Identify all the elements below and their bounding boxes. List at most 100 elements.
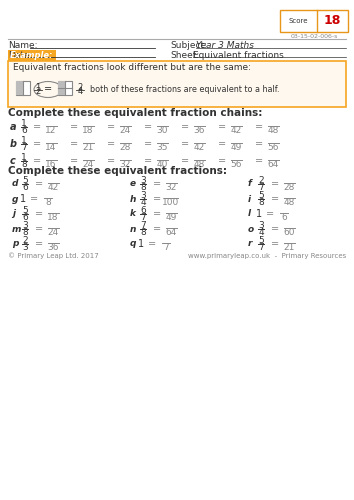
- Text: 6: 6: [22, 213, 28, 222]
- Text: 49: 49: [165, 213, 177, 222]
- Text: =: =: [181, 139, 189, 149]
- Text: =: =: [35, 209, 43, 219]
- Text: =: =: [271, 224, 279, 234]
- Text: 1: 1: [256, 209, 262, 219]
- Text: 2: 2: [22, 236, 28, 245]
- Text: h: h: [130, 194, 136, 203]
- Text: =: =: [153, 194, 161, 204]
- Text: 32: 32: [165, 183, 177, 192]
- Text: 40: 40: [156, 160, 168, 169]
- Text: 42: 42: [230, 126, 242, 135]
- Text: j: j: [12, 210, 15, 218]
- Text: 12: 12: [45, 126, 57, 135]
- Text: =: =: [107, 139, 115, 149]
- Text: 64: 64: [165, 228, 177, 237]
- Text: 100: 100: [162, 198, 179, 207]
- Text: =: =: [271, 194, 279, 204]
- Text: =: =: [144, 122, 152, 132]
- Text: 3: 3: [22, 243, 28, 252]
- Bar: [16, 81, 30, 95]
- Text: 24: 24: [119, 126, 131, 135]
- Text: 7: 7: [258, 243, 264, 252]
- Text: 7: 7: [140, 221, 146, 230]
- Text: =: =: [35, 239, 43, 249]
- Text: Sheet:: Sheet:: [170, 50, 199, 59]
- Text: 6: 6: [21, 126, 27, 135]
- Text: Name:: Name:: [8, 42, 38, 50]
- Text: =: =: [218, 156, 226, 166]
- Text: 28: 28: [283, 183, 295, 192]
- Text: =: =: [271, 239, 279, 249]
- Text: =: =: [144, 139, 152, 149]
- Text: =: =: [33, 156, 41, 166]
- Bar: [58, 81, 65, 95]
- Text: 30: 30: [156, 126, 168, 135]
- Text: =: =: [107, 122, 115, 132]
- FancyBboxPatch shape: [8, 61, 346, 107]
- Text: =: =: [271, 179, 279, 189]
- Text: 16: 16: [45, 160, 57, 169]
- Text: 5: 5: [258, 191, 264, 200]
- Text: =: =: [44, 84, 52, 94]
- Text: 7: 7: [258, 183, 264, 192]
- Text: 8: 8: [258, 198, 264, 207]
- Text: Example:: Example:: [10, 51, 54, 60]
- Text: 21: 21: [82, 143, 94, 152]
- Text: 36: 36: [193, 126, 205, 135]
- Text: 24: 24: [82, 160, 93, 169]
- Text: b: b: [10, 139, 17, 149]
- Text: 7: 7: [163, 243, 169, 252]
- Text: =: =: [144, 156, 152, 166]
- Text: =: =: [266, 209, 274, 219]
- Text: 4: 4: [78, 88, 82, 96]
- Text: www.primaryleap.co.uk  -  Primary Resources: www.primaryleap.co.uk - Primary Resource…: [188, 253, 346, 259]
- Text: 5: 5: [22, 206, 28, 215]
- Text: 56: 56: [230, 160, 242, 169]
- Text: =: =: [70, 139, 78, 149]
- Text: =: =: [218, 139, 226, 149]
- Text: q: q: [130, 240, 137, 248]
- Text: =: =: [255, 156, 263, 166]
- Text: 5: 5: [22, 176, 28, 185]
- Text: r: r: [248, 240, 252, 248]
- Text: Score: Score: [289, 18, 308, 24]
- Text: 4: 4: [140, 198, 146, 207]
- Text: p: p: [12, 240, 18, 248]
- Text: both of these fractions are equivalent to a half.: both of these fractions are equivalent t…: [90, 85, 280, 94]
- Text: =: =: [70, 122, 78, 132]
- Text: Complete these equivalent fraction chains:: Complete these equivalent fraction chain…: [8, 108, 262, 118]
- Text: 2: 2: [78, 82, 82, 92]
- Text: © Primary Leap Ltd. 2017: © Primary Leap Ltd. 2017: [8, 252, 99, 260]
- Text: i: i: [248, 194, 251, 203]
- Text: 28: 28: [119, 143, 131, 152]
- Text: f: f: [248, 180, 252, 188]
- Text: =: =: [218, 122, 226, 132]
- Text: 48: 48: [283, 198, 295, 207]
- Text: 14: 14: [45, 143, 57, 152]
- Text: g: g: [12, 194, 18, 203]
- Text: =: =: [181, 156, 189, 166]
- Text: 4: 4: [258, 228, 264, 237]
- Text: 32: 32: [119, 160, 131, 169]
- Text: 35: 35: [156, 143, 168, 152]
- Text: =: =: [70, 156, 78, 166]
- Bar: [58, 81, 72, 95]
- Text: 8: 8: [140, 228, 146, 237]
- Text: =: =: [181, 122, 189, 132]
- Text: 18: 18: [82, 126, 94, 135]
- Text: n: n: [130, 224, 136, 234]
- Text: 60: 60: [283, 228, 295, 237]
- Text: =: =: [153, 209, 161, 219]
- Text: d: d: [12, 180, 18, 188]
- Text: =: =: [30, 194, 38, 204]
- Text: Complete these equivalent fractions:: Complete these equivalent fractions:: [8, 166, 227, 176]
- Text: 8: 8: [21, 160, 27, 169]
- Text: c: c: [10, 156, 16, 166]
- Text: Equivalent fractions look different but are the same:: Equivalent fractions look different but …: [13, 64, 251, 72]
- Text: 3: 3: [140, 176, 146, 185]
- Text: =: =: [255, 139, 263, 149]
- Text: e: e: [130, 180, 136, 188]
- Text: 42: 42: [47, 183, 59, 192]
- Text: =: =: [35, 224, 43, 234]
- Text: 5: 5: [258, 236, 264, 245]
